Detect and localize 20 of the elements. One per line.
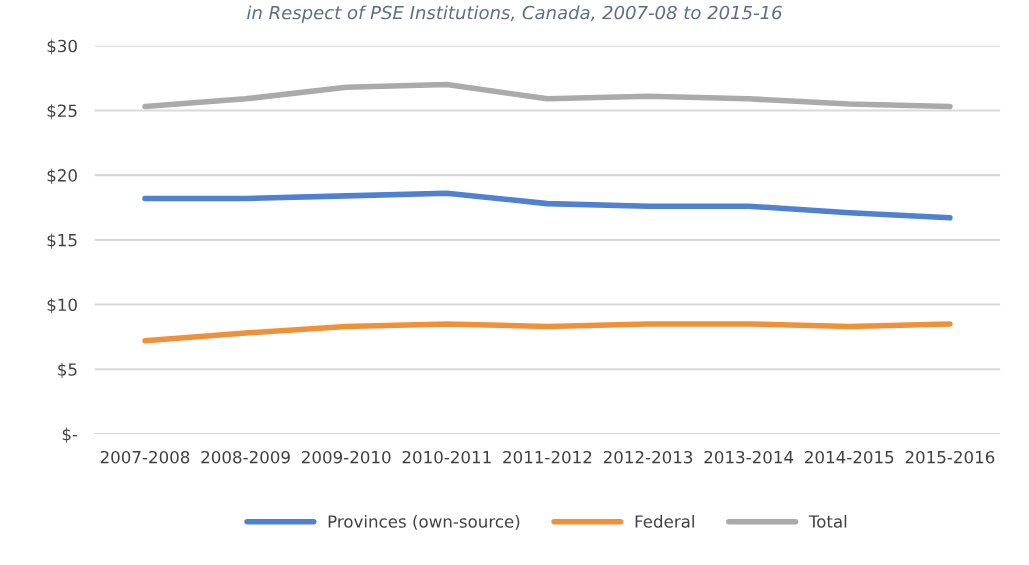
legend-label: Total (808, 514, 847, 528)
legend-label: Provinces (own-source) (328, 514, 520, 530)
x-tick-label: 2013-2014 (704, 450, 794, 464)
x-tick-label: 2015-2016 (905, 450, 995, 464)
y-tick-label: $10 (47, 298, 77, 314)
legend-label: Federal (635, 514, 694, 528)
y-tick-label: $25 (47, 104, 77, 120)
x-tick-label: 2011-2012 (503, 450, 592, 464)
chart-subtitle: in Respect of PSE Institutions, Canada, 2007-08 to 2015-16 (247, 5, 782, 23)
y-tick-label: $30 (47, 39, 77, 55)
y-tick-label: $15 (47, 233, 77, 249)
x-tick-label: 2009-2010 (302, 450, 391, 464)
y-tick-label: $20 (47, 168, 77, 184)
x-tick-label: 2008-2009 (201, 450, 290, 464)
x-tick-label: 2012-2013 (603, 450, 693, 464)
x-tick-label: 2014-2015 (805, 450, 894, 464)
y-tick-label: $- (62, 427, 78, 443)
x-tick-label: 2007-2008 (100, 450, 190, 464)
x-tick-label: 2010-2011 (402, 450, 491, 464)
y-tick-label: $5 (58, 362, 77, 379)
